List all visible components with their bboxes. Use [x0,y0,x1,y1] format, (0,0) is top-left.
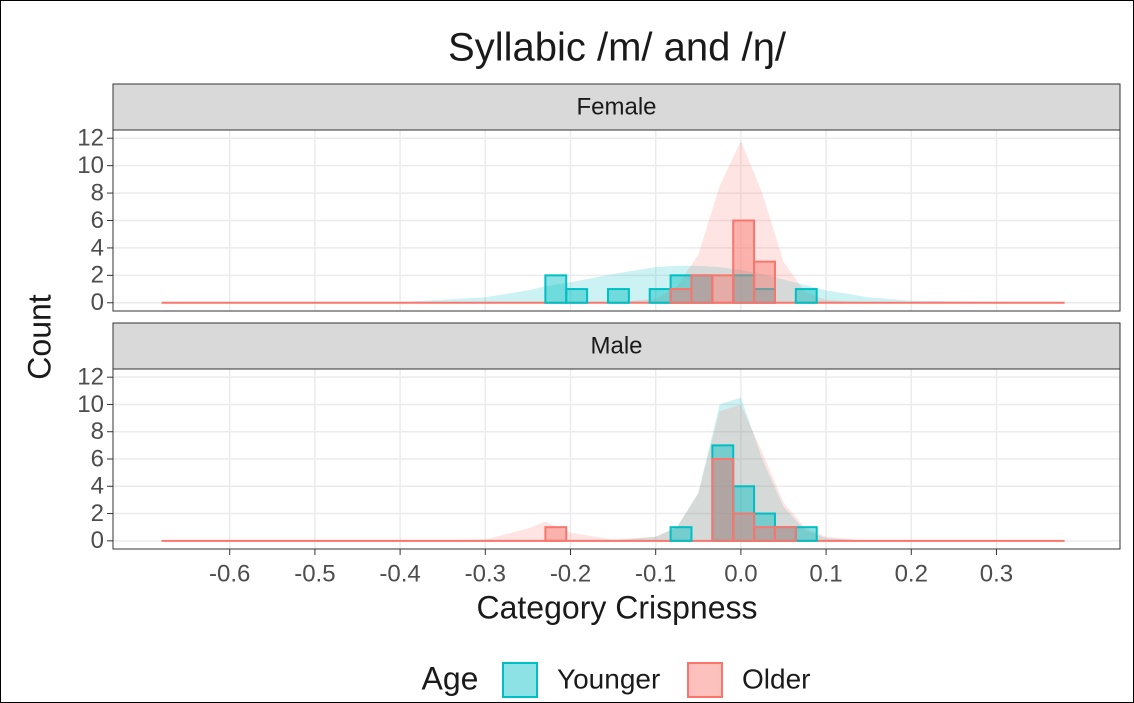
x-tick-label: -0.6 [209,560,250,587]
strip [112,322,1121,370]
y-tick-label: 2 [91,500,104,527]
bar [648,288,672,304]
x-tick-label: 0.3 [980,560,1013,587]
strip-label: Female [576,93,656,120]
y-tick-label: 8 [91,179,104,206]
legend-title: Age [422,660,479,696]
x-tick-label: -0.4 [379,560,420,587]
strip [112,83,1121,131]
legend-label: Older [742,663,810,694]
y-tick-label: 10 [77,391,104,418]
x-tick-label: 0.0 [724,560,757,587]
y-tick-label: 10 [77,152,104,179]
y-tick-label: 6 [91,445,104,472]
bar [732,219,756,304]
y-axis-label: Count [21,294,57,380]
y-tick-label: 0 [91,527,104,554]
y-tick-label: 6 [91,207,104,234]
bar [794,526,818,542]
density-area [161,265,1065,303]
chart-title: Syllabic /m/ and /ŋ/ [448,26,787,70]
y-tick-label: 4 [91,473,104,500]
bar [711,458,735,542]
y-tick-label: 2 [91,262,104,289]
legend-key [687,662,723,698]
bar [544,526,568,542]
bar [773,526,797,542]
bar [732,512,756,542]
x-tick-label: -0.2 [550,560,591,587]
bar [544,274,568,304]
legend-key [502,662,538,698]
bar [753,526,776,542]
y-tick-label: 4 [91,234,104,261]
x-tick-label: 0.1 [809,560,842,587]
x-tick-label: 0.2 [895,560,928,587]
bar [794,288,818,304]
x-tick-label: -0.1 [635,560,676,587]
bar [669,288,693,304]
bar [711,274,735,304]
bar [565,288,589,304]
legend-label: Younger [557,663,660,694]
x-tick-label: -0.3 [465,560,506,587]
y-tick-label: 0 [91,289,104,316]
y-tick-label: 8 [91,418,104,445]
bar [669,526,693,542]
bar [753,260,776,304]
strip-label: Male [590,332,642,359]
y-tick-label: 12 [77,125,104,152]
bar [606,288,630,304]
x-tick-label: -0.5 [294,560,335,587]
bar [690,274,714,304]
y-tick-label: 12 [77,364,104,391]
x-axis-label: Category Crispness [477,589,758,625]
